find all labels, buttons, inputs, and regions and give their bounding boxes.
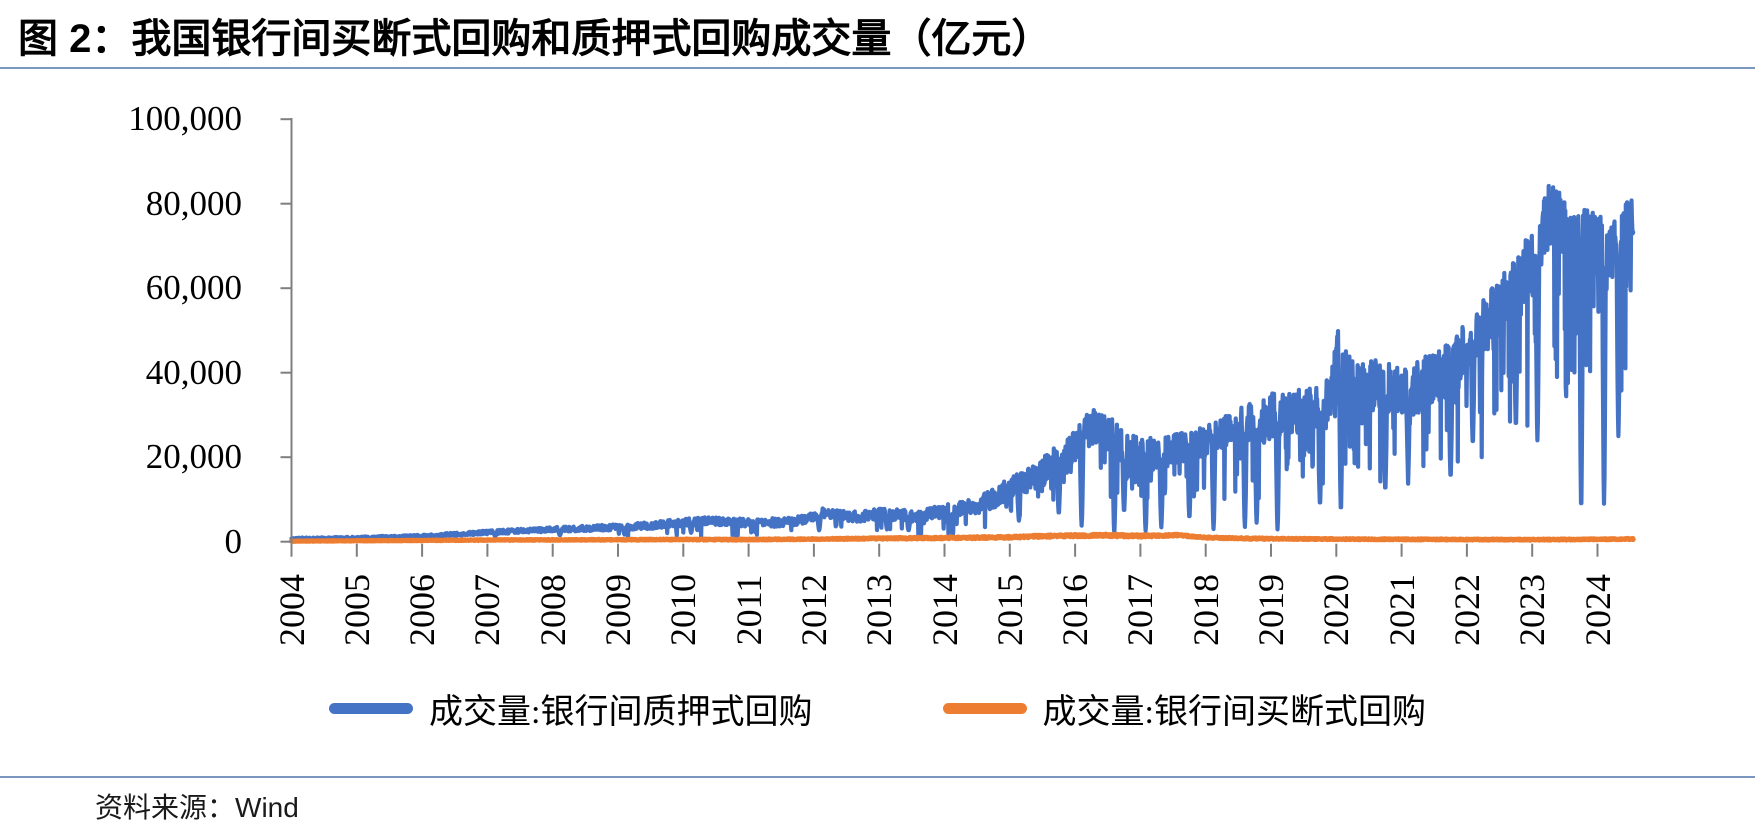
x-tick-label: 2008 bbox=[532, 574, 573, 646]
legend-swatch-pledged-repo bbox=[329, 703, 414, 714]
source-value: Wind bbox=[235, 792, 299, 823]
y-tick-label: 60,000 bbox=[145, 268, 242, 308]
x-tick-label: 2017 bbox=[1120, 574, 1161, 646]
title-underline bbox=[0, 67, 1755, 69]
legend-item-outright-repo: 成交量:银行间买断式回购 bbox=[942, 684, 1426, 733]
legend-swatch-outright-repo bbox=[942, 703, 1027, 714]
x-tick-label: 2015 bbox=[989, 574, 1030, 646]
x-tick-label: 2012 bbox=[793, 574, 834, 646]
chart-legend: 成交量:银行间质押式回购 成交量:银行间买断式回购 bbox=[0, 684, 1755, 733]
y-tick-label: 80,000 bbox=[145, 183, 242, 223]
legend-item-pledged-repo: 成交量:银行间质押式回购 bbox=[329, 684, 813, 733]
x-tick-label: 2020 bbox=[1316, 574, 1357, 646]
y-tick-label: 100,000 bbox=[128, 99, 242, 139]
source-line: 资料来源：Wind bbox=[95, 786, 299, 826]
x-tick-label: 2007 bbox=[467, 574, 508, 646]
x-tick-label: 2019 bbox=[1251, 574, 1291, 646]
series-pledged-repo-line bbox=[289, 183, 1636, 542]
y-tick-label: 0 bbox=[224, 521, 243, 561]
x-tick-label: 2006 bbox=[402, 574, 443, 646]
x-tick-label: 2009 bbox=[598, 574, 638, 646]
figure-title: 图 2：我国银行间买断式回购和质押式回购成交量（亿元） bbox=[18, 17, 1052, 61]
source-divider bbox=[0, 776, 1755, 778]
legend-label-pledged-repo: 成交量:银行间质押式回购 bbox=[429, 694, 813, 731]
x-tick-label: 2004 bbox=[271, 574, 312, 646]
source-label: 资料来源： bbox=[95, 793, 236, 824]
x-tick-label: 2021 bbox=[1381, 574, 1422, 646]
x-tick-label: 2016 bbox=[1055, 574, 1096, 646]
x-tick-label: 2011 bbox=[728, 574, 769, 646]
x-tick-label: 2014 bbox=[924, 574, 965, 646]
legend-label-outright-repo: 成交量:银行间买断式回购 bbox=[1042, 694, 1426, 731]
x-tick-label: 2005 bbox=[336, 574, 377, 646]
series-outright-repo-line bbox=[289, 531, 1636, 544]
x-tick-label: 2013 bbox=[859, 574, 900, 646]
y-tick-label: 40,000 bbox=[145, 352, 242, 392]
y-tick-label: 20,000 bbox=[145, 437, 242, 477]
x-tick-label: 2024 bbox=[1577, 574, 1618, 646]
x-tick-label: 2023 bbox=[1512, 574, 1553, 646]
x-tick-label: 2018 bbox=[1185, 574, 1226, 646]
x-tick-label: 2010 bbox=[663, 574, 704, 646]
x-tick-label: 2022 bbox=[1446, 574, 1487, 646]
